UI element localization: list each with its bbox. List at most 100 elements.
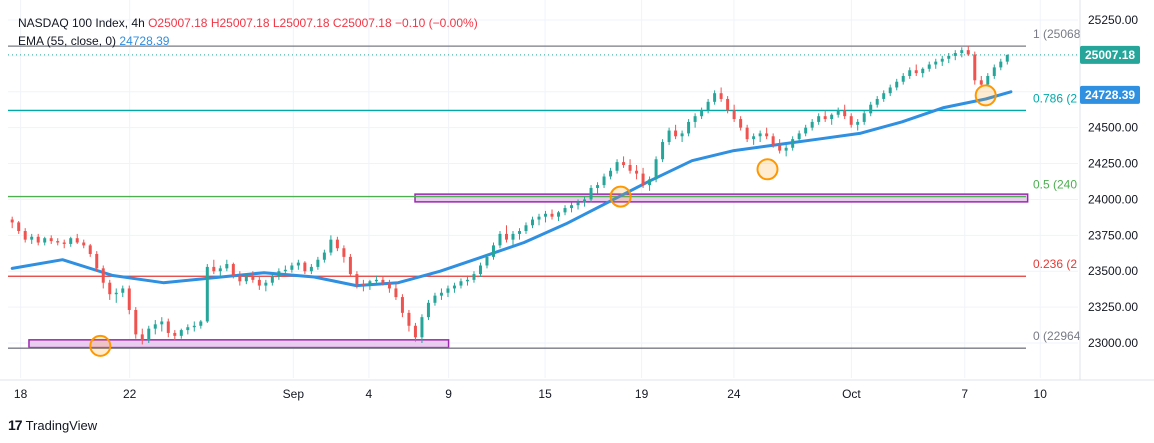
time-tick-label: 18 <box>14 387 28 401</box>
candle-body <box>921 68 925 74</box>
candle-body <box>244 276 248 282</box>
candle-body <box>459 281 463 286</box>
candle-body <box>69 238 73 244</box>
candle-body <box>589 187 593 200</box>
candle-body <box>108 282 112 295</box>
candle-body <box>661 142 665 160</box>
time-tick-label: 7 <box>961 387 968 401</box>
candle-body <box>693 116 697 122</box>
candle-body <box>758 133 762 137</box>
candle-body <box>329 239 333 253</box>
candle-body <box>531 219 535 226</box>
candle-body <box>433 295 437 303</box>
time-tick-label: 22 <box>123 387 137 401</box>
candle-body <box>374 279 378 282</box>
candle-body <box>348 256 352 275</box>
candle-body <box>778 144 782 151</box>
candle-body <box>342 248 346 257</box>
candle-body <box>407 312 411 326</box>
candle-body <box>830 114 834 120</box>
candle-body <box>596 185 600 188</box>
plot-background <box>0 0 1080 380</box>
candle-body <box>862 113 866 122</box>
candle-body <box>355 274 359 285</box>
candle-body <box>309 266 313 272</box>
candle-body <box>251 276 255 280</box>
candle-body <box>439 292 443 296</box>
candle-body <box>231 264 235 276</box>
fibonacci-levels: 1 (25068 0.786 (2 0.5 (240 0.236 (2 0 (22964 <box>8 27 1081 349</box>
candle-body <box>817 116 821 122</box>
candle-body <box>901 75 905 82</box>
candle-body <box>485 256 489 266</box>
candle-body <box>713 93 717 102</box>
candle-body <box>999 61 1003 68</box>
legend-title: NASDAQ 100 Index, 4h <box>18 16 145 30</box>
candle-body <box>491 245 495 257</box>
tradingview-brand[interactable]: 17 TradingView <box>8 417 97 433</box>
candle-body <box>641 173 645 186</box>
candle-body <box>973 54 977 81</box>
candle-body <box>17 222 21 232</box>
candle-body <box>303 262 307 272</box>
fib-label-0-786: 0.786 (2 <box>1033 91 1077 105</box>
candle-body <box>88 245 92 254</box>
candle-body <box>992 67 996 76</box>
candle-body <box>472 274 476 280</box>
candle-body <box>101 268 105 283</box>
ema-line <box>10 90 1013 288</box>
candle-body <box>765 133 769 137</box>
candle-body <box>635 170 639 174</box>
candle-body <box>192 325 196 328</box>
candle-body <box>869 104 873 114</box>
candle-body <box>225 264 229 269</box>
grid <box>8 0 1078 378</box>
candle-body <box>160 321 164 325</box>
highlight-circle <box>609 185 632 208</box>
candle-body <box>895 81 899 88</box>
ema-price-badge <box>1080 85 1140 104</box>
candle-body <box>875 98 879 105</box>
candle-body <box>127 288 131 310</box>
candle-body <box>615 162 619 171</box>
time-tick-label: 24 <box>727 387 741 401</box>
candle-body <box>739 119 743 128</box>
candle-body <box>49 238 53 242</box>
highlight-circle <box>756 158 779 181</box>
tradingview-logo-icon: 17 <box>8 417 23 433</box>
candle-body <box>134 309 138 335</box>
legend-row-main: NASDAQ 100 Index, 4h O25007.18 H25007.18… <box>18 16 478 30</box>
candle-body <box>654 159 658 180</box>
fib-label-0: 0 (22964 <box>1033 329 1081 343</box>
ema-series <box>10 90 1013 288</box>
candle-body <box>979 80 983 85</box>
legend-ema-label[interactable]: EMA (55, close, 0) <box>18 34 117 48</box>
price-tick-label: 24250.00 <box>1088 157 1138 171</box>
candle-body <box>361 284 365 286</box>
candle-body <box>791 139 795 148</box>
candle-body <box>563 208 567 213</box>
candle-body <box>205 266 209 322</box>
candle-body <box>30 236 34 240</box>
candlestick-series <box>10 46 1009 345</box>
time-axis[interactable]: 18 22 Sep 4 9 15 19 24 Oct 7 10 <box>0 379 1154 401</box>
candle-body <box>953 53 957 56</box>
candle-body <box>446 288 450 293</box>
candle-body <box>36 236 40 243</box>
highlight-circle <box>89 334 112 357</box>
candle-body <box>797 133 801 140</box>
highlight-circles <box>89 84 997 357</box>
candle-body <box>745 127 749 140</box>
candle-body <box>478 265 482 275</box>
candle-body <box>628 164 632 171</box>
candle-body <box>465 279 469 282</box>
candle-body <box>667 130 671 143</box>
candle-body <box>986 75 990 85</box>
candle-body <box>290 265 294 270</box>
candle-body <box>849 116 853 125</box>
candle-body <box>557 212 561 217</box>
price-axis[interactable]: 25250.0025000.0024750.0024500.0024250.00… <box>1079 0 1154 380</box>
candle-body <box>257 279 261 286</box>
candle-body <box>856 121 860 125</box>
